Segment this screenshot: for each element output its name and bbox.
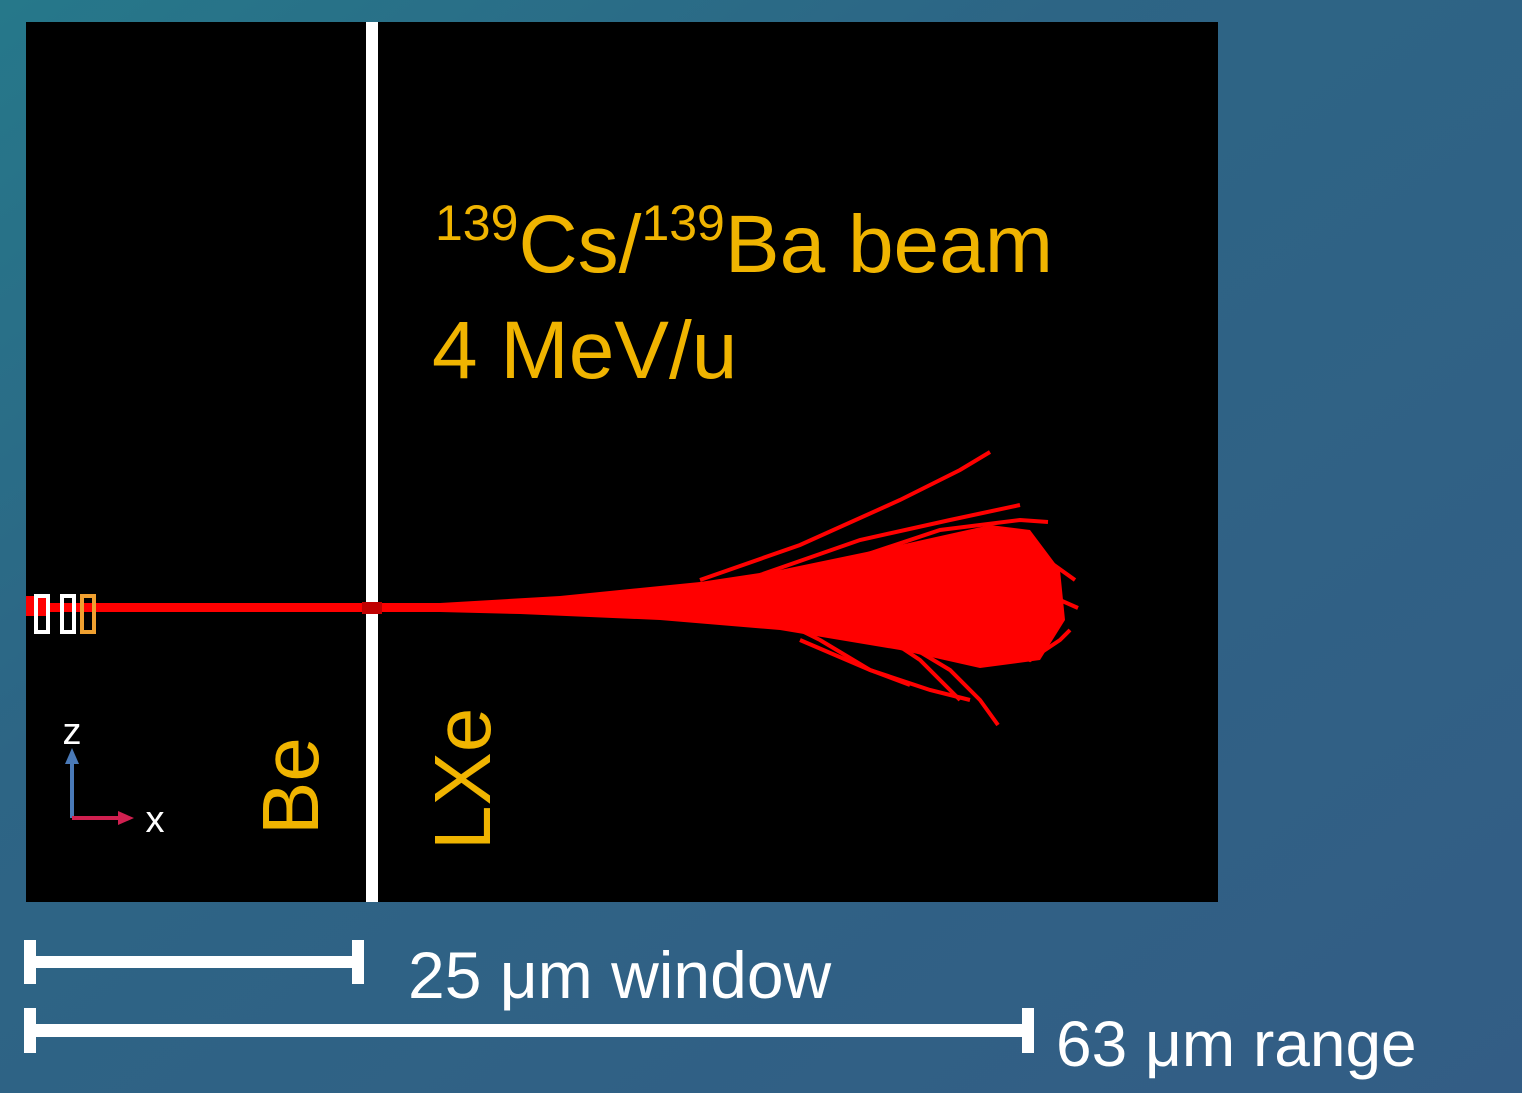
beam-energy: 4 MeV/u (432, 305, 737, 396)
bar-cap (1022, 1008, 1034, 1053)
bar (26, 1024, 1030, 1037)
beam-line (26, 603, 446, 612)
mass-number: 139 (641, 195, 724, 251)
slide: 139Cs/139Ba beam 4 MeV/u z x Be LXe 25 μ… (0, 0, 1522, 1093)
region-label: LXe (418, 708, 507, 850)
region-label: Be (246, 737, 335, 835)
window-crossing (362, 602, 382, 614)
bar-cap (24, 940, 36, 984)
beam-label: 139Cs/139Ba beam (435, 195, 1053, 290)
bar-cap (352, 940, 364, 984)
bar (26, 956, 360, 968)
z-label: z (63, 711, 82, 753)
element: Cs/ (518, 199, 641, 290)
scale-label: 25 μm window (408, 938, 832, 1012)
mass-number: 139 (435, 195, 518, 251)
x-label: x (146, 799, 165, 841)
bar-cap (24, 1008, 36, 1053)
simulation-view (26, 22, 1218, 902)
window-boundary (366, 22, 378, 902)
scale-label: 63 μm range (1056, 1008, 1417, 1080)
page: 139Cs/139Ba beam 4 MeV/u z x Be LXe 25 μ… (0, 0, 1522, 1093)
element: Ba beam (725, 199, 1053, 290)
